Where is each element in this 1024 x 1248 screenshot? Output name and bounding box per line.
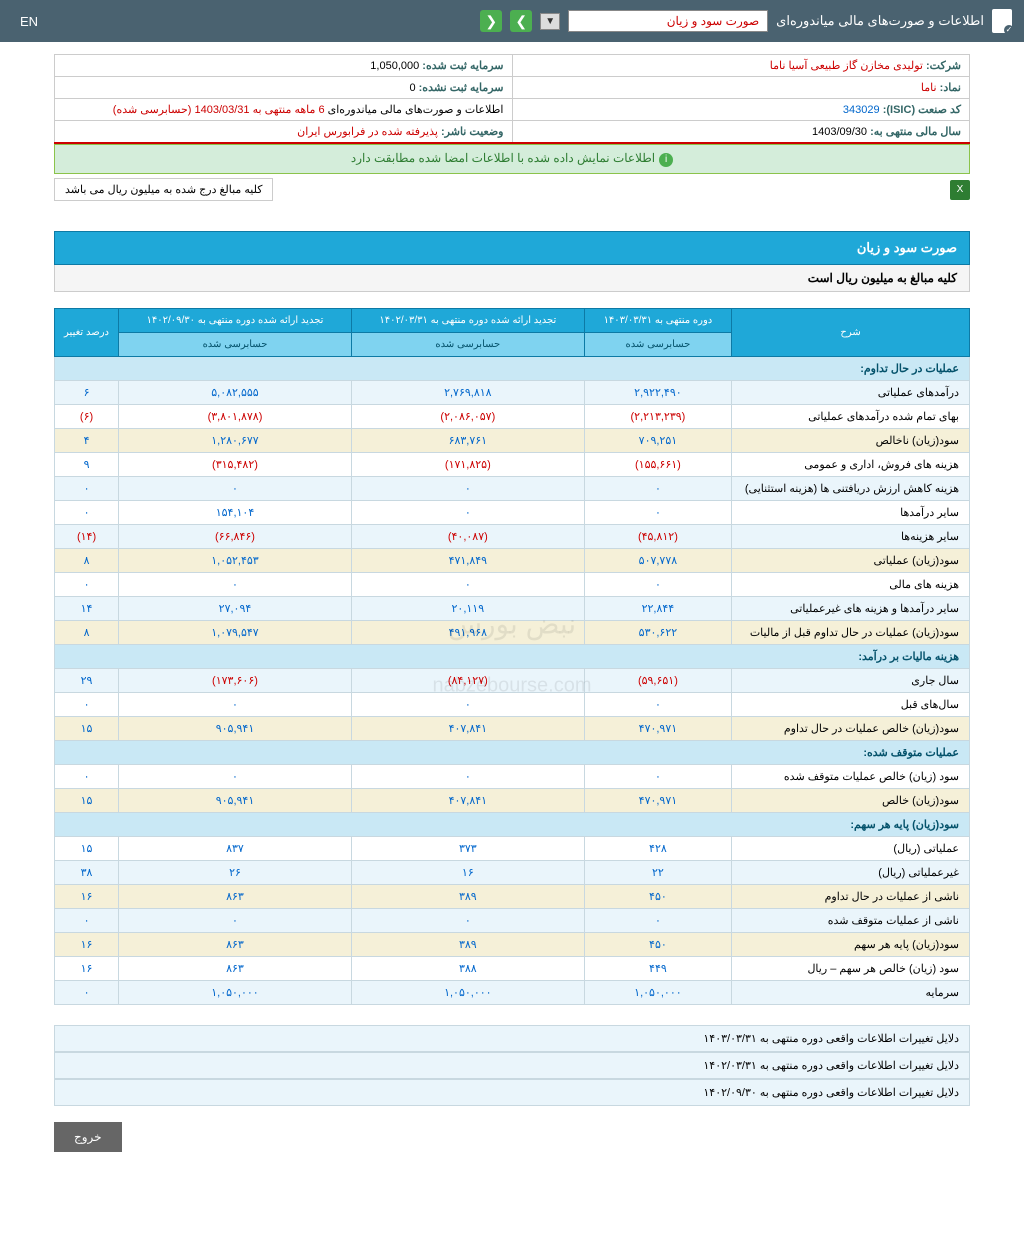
dropdown-arrow-icon[interactable]: ▼ <box>540 13 560 30</box>
prev-button[interactable]: ❮ <box>480 10 502 32</box>
isic-label: کد صنعت (ISIC): <box>883 104 961 116</box>
reason-row[interactable]: دلایل تغییرات اطلاعات واقعی دوره منتهی ب… <box>54 1052 970 1079</box>
col-p3: تجدید ارائه شده دوره منتهی به ۱۴۰۲/۰۹/۳۰ <box>119 309 352 333</box>
table-row: ناشی از عملیات در حال تداوم۴۵۰۳۸۹۸۶۳۱۶ <box>55 885 970 909</box>
section-row: سود(زیان) پایه هر سهم: <box>55 813 970 837</box>
section-subtitle: کلیه مبالغ به میلیون ریال است <box>54 265 970 292</box>
table-row: درآمدهای عملیاتی۲,۹۲۲,۴۹۰۲,۷۶۹,۸۱۸۵,۰۸۲,… <box>55 381 970 405</box>
banner-text: اطلاعات نمایش داده شده با اطلاعات امضا ش… <box>351 151 655 165</box>
table-row: عملیاتی (ریال)۴۲۸۳۷۳۸۳۷۱۵ <box>55 837 970 861</box>
section-title: صورت سود و زیان <box>54 231 970 265</box>
table-row: سود(زیان) خالص۴۷۰,۹۷۱۴۰۷,۸۴۱۹۰۵,۹۴۱۱۵ <box>55 789 970 813</box>
section-row: عملیات در حال تداوم: <box>55 357 970 381</box>
col-p3-sub: حسابرسی شده <box>119 333 352 357</box>
table-row: بهای تمام شده درآمدهای عملیاتی(۲,۲۱۳,۲۳۹… <box>55 405 970 429</box>
symbol-label: نماد: <box>940 82 961 94</box>
section-row: عملیات متوقف شده: <box>55 741 970 765</box>
reason-row[interactable]: دلایل تغییرات اطلاعات واقعی دوره منتهی ب… <box>54 1079 970 1106</box>
col-pct: درصد تغییر <box>55 309 119 357</box>
next-button[interactable]: ❯ <box>510 10 532 32</box>
table-row: سود(زیان) پایه هر سهم۴۵۰۳۸۹۸۶۳۱۶ <box>55 933 970 957</box>
status-label: وضعیت ناشر: <box>441 126 504 138</box>
table-row: سایر درآمدها۰۰۱۵۴,۱۰۴۰ <box>55 501 970 525</box>
topbar: اطلاعات و صورت‌های مالی میاندوره‌ای صورت… <box>0 0 1024 42</box>
verification-banner: i اطلاعات نمایش داده شده با اطلاعات امضا … <box>54 144 970 174</box>
section-row: هزینه مالیات بر درآمد: <box>55 645 970 669</box>
col-p2: تجدید ارائه شده دوره منتهی به ۱۴۰۲/۰۳/۳۱ <box>351 309 584 333</box>
company-label: شرکت: <box>926 60 961 72</box>
table-row: هزینه کاهش ارزش دریافتنی ها (هزینه استثن… <box>55 477 970 501</box>
company-value[interactable]: تولیدی مخازن گاز طبیعی آسیا ناما <box>770 60 923 72</box>
table-row: سرمایه۱,۰۵۰,۰۰۰۱,۰۵۰,۰۰۰۱,۰۵۰,۰۰۰۰ <box>55 981 970 1005</box>
table-row: هزینه های مالی۰۰۰۰ <box>55 573 970 597</box>
table-row: هزینه های فروش، اداری و عمومی(۱۵۵,۶۶۱)(۱… <box>55 453 970 477</box>
report-dropdown[interactable]: صورت سود و زیان <box>568 10 768 32</box>
table-row: ناشی از عملیات متوقف شده۰۰۰۰ <box>55 909 970 933</box>
col-p1-sub: حسابرسی شده <box>584 333 731 357</box>
financial-table: شرح دوره منتهی به ۱۴۰۳/۰۳/۳۱ تجدید ارائه… <box>54 308 970 1005</box>
reasons-section: دلایل تغییرات اطلاعات واقعی دوره منتهی ب… <box>54 1025 970 1106</box>
table-row: سود (زیان) خالص عملیات متوقف شده۰۰۰۰ <box>55 765 970 789</box>
col-desc: شرح <box>732 309 970 357</box>
capital-unreg-value: 0 <box>409 82 415 94</box>
exit-button[interactable]: خروج <box>54 1122 122 1152</box>
reason-row[interactable]: دلایل تغییرات اطلاعات واقعی دوره منتهی ب… <box>54 1025 970 1052</box>
col-p1: دوره منتهی به ۱۴۰۳/۰۳/۳۱ <box>584 309 731 333</box>
language-toggle[interactable]: EN <box>12 10 46 33</box>
isic-value: 343029 <box>843 104 880 116</box>
status-value: پذیرفته شده در فرابورس ایران <box>297 126 438 138</box>
capital-reg-value: 1,050,000 <box>370 60 419 72</box>
table-row: سود(زیان) عملیاتی۵۰۷,۷۷۸۴۷۱,۸۴۹۱,۰۵۲,۴۵۳… <box>55 549 970 573</box>
table-row: سایر درآمدها و هزینه های غیرعملیاتی۲۲,۸۴… <box>55 597 970 621</box>
capital-reg-label: سرمایه ثبت شده: <box>422 60 503 72</box>
capital-unreg-label: سرمایه ثبت نشده: <box>419 82 504 94</box>
table-row: سایر هزینه‌ها(۴۵,۸۱۲)(۴۰,۰۸۷)(۶۶,۸۴۶)(۱۴… <box>55 525 970 549</box>
col-p2-sub: حسابرسی شده <box>351 333 584 357</box>
table-row: سود(زیان) عملیات در حال تداوم قبل از مال… <box>55 621 970 645</box>
currency-note: کلیه مبالغ درج شده به میلیون ریال می باش… <box>54 178 273 201</box>
table-row: سود (زیان) خالص هر سهم – ریال۴۴۹۳۸۸۸۶۳۱۶ <box>55 957 970 981</box>
table-row: سود(زیان) ناخالص۷۰۹,۲۵۱۶۸۳,۷۶۱۱,۲۸۰,۶۷۷۴ <box>55 429 970 453</box>
info-icon: i <box>659 153 673 167</box>
table-row: غیرعملیاتی (ریال)۲۲۱۶۲۶۳۸ <box>55 861 970 885</box>
report-period-label: اطلاعات و صورت‌های مالی میاندوره‌ای <box>328 104 504 116</box>
symbol-value[interactable]: ناما <box>921 82 937 94</box>
topbar-title: اطلاعات و صورت‌های مالی میاندوره‌ای <box>776 13 984 29</box>
fiscal-value: 1403/09/30 <box>812 126 867 138</box>
company-info-table: شرکت: تولیدی مخازن گاز طبیعی آسیا ناما س… <box>54 54 970 144</box>
table-row: سود(زیان) خالص عملیات در حال تداوم۴۷۰,۹۷… <box>55 717 970 741</box>
table-row: سال‌های قبل۰۰۰۰ <box>55 693 970 717</box>
document-icon <box>992 9 1012 33</box>
table-row: سال جاری(۵۹,۶۵۱)(۸۴,۱۲۷)(۱۷۳,۶۰۶)۲۹ <box>55 669 970 693</box>
report-period-value: 6 ماهه منتهی به 1403/03/31 (حسابرسی شده) <box>113 104 325 116</box>
fiscal-label: سال مالی منتهی به: <box>870 126 961 138</box>
excel-export-icon[interactable]: X <box>950 180 970 200</box>
